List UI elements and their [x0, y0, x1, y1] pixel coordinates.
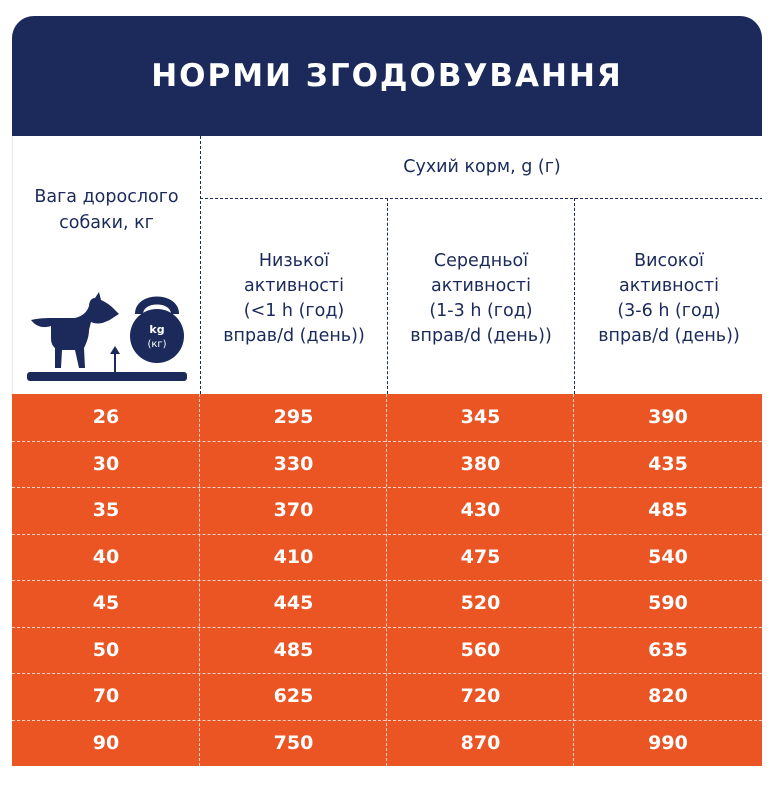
weight-cell: 45: [92, 592, 120, 615]
header-line: (3-6 h (год): [617, 301, 721, 321]
high-activity-cell: 590: [648, 592, 688, 615]
header-line: (<1 h (год): [243, 301, 345, 321]
medium-activity-cell: 430: [460, 499, 501, 522]
header-line: Середньої: [433, 251, 529, 271]
kettlebell-icon: [130, 296, 184, 363]
medium-activity-cell: 380: [460, 452, 501, 475]
title-banner: НОРМИ ЗГОДОВУВАННЯ: [12, 16, 762, 136]
header-line: Низької: [258, 251, 330, 271]
high-activity-cell: 435: [648, 452, 688, 475]
kettlebell-unit: kg: [149, 323, 164, 336]
row-divider: [12, 626, 762, 628]
row-divider: [12, 440, 762, 442]
header-line: активності: [243, 276, 344, 296]
high-activity-cell: 390: [648, 406, 688, 429]
high-activity-cell: 485: [648, 499, 688, 522]
weight-cell: 26: [92, 406, 120, 429]
weight-label-line: собаки, кг: [59, 213, 154, 233]
row-divider: [12, 533, 762, 535]
header-divider: [387, 198, 388, 394]
header-line: (1-3 h (год): [429, 301, 533, 321]
table-row: 35 370 430 485: [12, 487, 762, 534]
header-line: активності: [618, 276, 719, 296]
medium-activity-cell: 520: [460, 592, 501, 615]
row-divider: [12, 673, 762, 674]
dry-food-header: Сухий корм, g (г): [403, 157, 561, 177]
table-row: 40 410 475 540: [12, 534, 762, 581]
header-divider: [574, 198, 575, 394]
row-divider: [12, 487, 762, 488]
header-line: активності: [430, 276, 531, 296]
weight-cell: 35: [92, 499, 120, 522]
low-activity-cell: 485: [273, 638, 314, 661]
dog-weight-illustration: kg (кг): [27, 292, 187, 381]
dog-icon: [31, 292, 119, 368]
weight-label-line: Вага дорослого: [34, 187, 179, 207]
medium-activity-cell: 345: [460, 406, 501, 429]
high-activity-cell: 990: [648, 731, 688, 754]
high-activity-header: Високої активності (3-6 h (год) вправ/d …: [575, 249, 762, 349]
row-divider: [12, 580, 762, 581]
weight-column-header: Вага дорослого собаки, кг: [13, 184, 200, 236]
medium-activity-cell: 870: [460, 731, 501, 754]
low-activity-cell: 330: [273, 452, 314, 475]
header-line: вправ/d (день)): [410, 326, 552, 346]
feeding-table-body: 26 295 345 390 30 330 380 435 35 370 430…: [12, 394, 762, 766]
table-header: Вага дорослого собаки, кг Сухий корм, g …: [12, 136, 762, 394]
table-row: 26 295 345 390: [12, 394, 762, 441]
high-activity-cell: 635: [648, 638, 688, 661]
weight-cell: 90: [92, 731, 120, 754]
up-arrow-icon: [110, 346, 120, 372]
low-activity-cell: 370: [273, 499, 314, 522]
high-activity-cell: 540: [648, 545, 688, 568]
medium-activity-cell: 560: [460, 638, 501, 661]
header-line: вправ/d (день)): [223, 326, 365, 346]
kettlebell-unit-local: (кг): [147, 339, 166, 350]
header-divider: [200, 136, 201, 394]
table-row: 90 750 870 990: [12, 720, 762, 767]
header-line: вправ/d (день)): [598, 326, 740, 346]
weight-cell: 40: [92, 545, 120, 568]
low-activity-cell: 445: [273, 592, 314, 615]
table-row: 70 625 720 820: [12, 673, 762, 720]
low-activity-cell: 410: [273, 545, 314, 568]
scale-platform-icon: [27, 372, 187, 381]
header-divider: [200, 198, 762, 199]
header-line: Високої: [634, 251, 704, 271]
weight-cell: 50: [92, 638, 120, 661]
medium-activity-header: Середньої активності (1-3 h (год) вправ/…: [388, 249, 574, 349]
feeding-norms-card: НОРМИ ЗГОДОВУВАННЯ Вага дорослого собаки…: [12, 16, 762, 766]
medium-activity-cell: 720: [460, 685, 501, 708]
table-row: 30 330 380 435: [12, 441, 762, 488]
low-activity-cell: 295: [273, 406, 314, 429]
table-row: 50 485 560 635: [12, 627, 762, 674]
page-title: НОРМИ ЗГОДОВУВАННЯ: [151, 58, 623, 94]
medium-activity-cell: 475: [460, 545, 501, 568]
low-activity-header: Низької активності (<1 h (год) вправ/d (…: [201, 249, 387, 349]
weight-cell: 70: [92, 685, 120, 708]
weight-cell: 30: [92, 452, 120, 475]
table-row: 45 445 520 590: [12, 580, 762, 627]
low-activity-cell: 750: [273, 731, 314, 754]
low-activity-cell: 625: [273, 685, 314, 708]
row-divider: [12, 719, 762, 721]
high-activity-cell: 820: [648, 685, 688, 708]
